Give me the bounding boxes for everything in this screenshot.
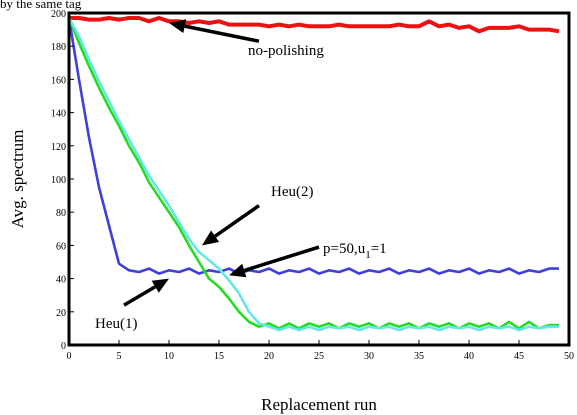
annotation-arrow-shaft: [214, 204, 261, 238]
annotation-layer: no-polishing Heu(2) p=50,u1=1 Heu(1): [95, 19, 387, 332]
annotation-label: p=50,u1=1: [323, 241, 387, 261]
x-tick-label: 0: [67, 351, 72, 362]
annotation-arrow-head: [202, 230, 220, 246]
series-line-1: [69, 16, 560, 34]
y-tick-label: 80: [56, 208, 66, 219]
x-tick-label: 10: [164, 351, 174, 362]
series-line-4: [67, 17, 559, 332]
x-tick-label: 30: [364, 351, 374, 362]
x-tick-label: 20: [264, 351, 274, 362]
top-note: by the same tag: [0, 0, 82, 11]
annotation-arrow-shaft: [243, 245, 320, 273]
y-tick-label: 180: [51, 42, 66, 53]
annotation-arrow-head: [151, 278, 169, 293]
y-axis-label: Avg. spectrum: [8, 130, 27, 229]
series-layer: [67, 16, 560, 332]
annotation-label: Heu(2): [271, 184, 313, 200]
annotation-label: Heu(1): [95, 316, 137, 332]
x-tick-label: 25: [314, 351, 324, 362]
y-tick-label: 160: [51, 75, 66, 86]
y-tick-label: 0: [61, 341, 66, 352]
x-tick-label: 5: [117, 351, 122, 362]
annotation-arrow-head: [169, 19, 187, 33]
annotation-arrow-shaft: [184, 24, 260, 43]
y-tick-label: 60: [56, 241, 66, 252]
annotation-label: no-polishing: [248, 43, 324, 59]
y-tick-label: 40: [56, 275, 66, 286]
annotation-arrow-head: [229, 263, 247, 278]
x-axis-label: Replacement run: [261, 395, 377, 414]
x-tick-label: 40: [464, 351, 474, 362]
x-tick-label: 45: [514, 351, 524, 362]
y-tick-label: 120: [51, 142, 66, 153]
y-tick-label: 100: [51, 175, 66, 186]
annotation-arrow-shaft: [123, 285, 157, 307]
y-tick-label: 20: [56, 308, 66, 319]
x-tick-label: 35: [414, 351, 424, 362]
x-tick-label: 50: [564, 351, 574, 362]
tick-layer: 0 5 10 15 20 25 30 35 40 45 50 0 20 40 60 80 100 120 140 16…: [51, 9, 574, 362]
x-tick-label: 15: [214, 351, 224, 362]
series-line-3: [67, 17, 559, 330]
series-line-2: [67, 17, 559, 275]
y-tick-label: 140: [51, 109, 66, 120]
y-tick-label: 200: [51, 9, 66, 20]
